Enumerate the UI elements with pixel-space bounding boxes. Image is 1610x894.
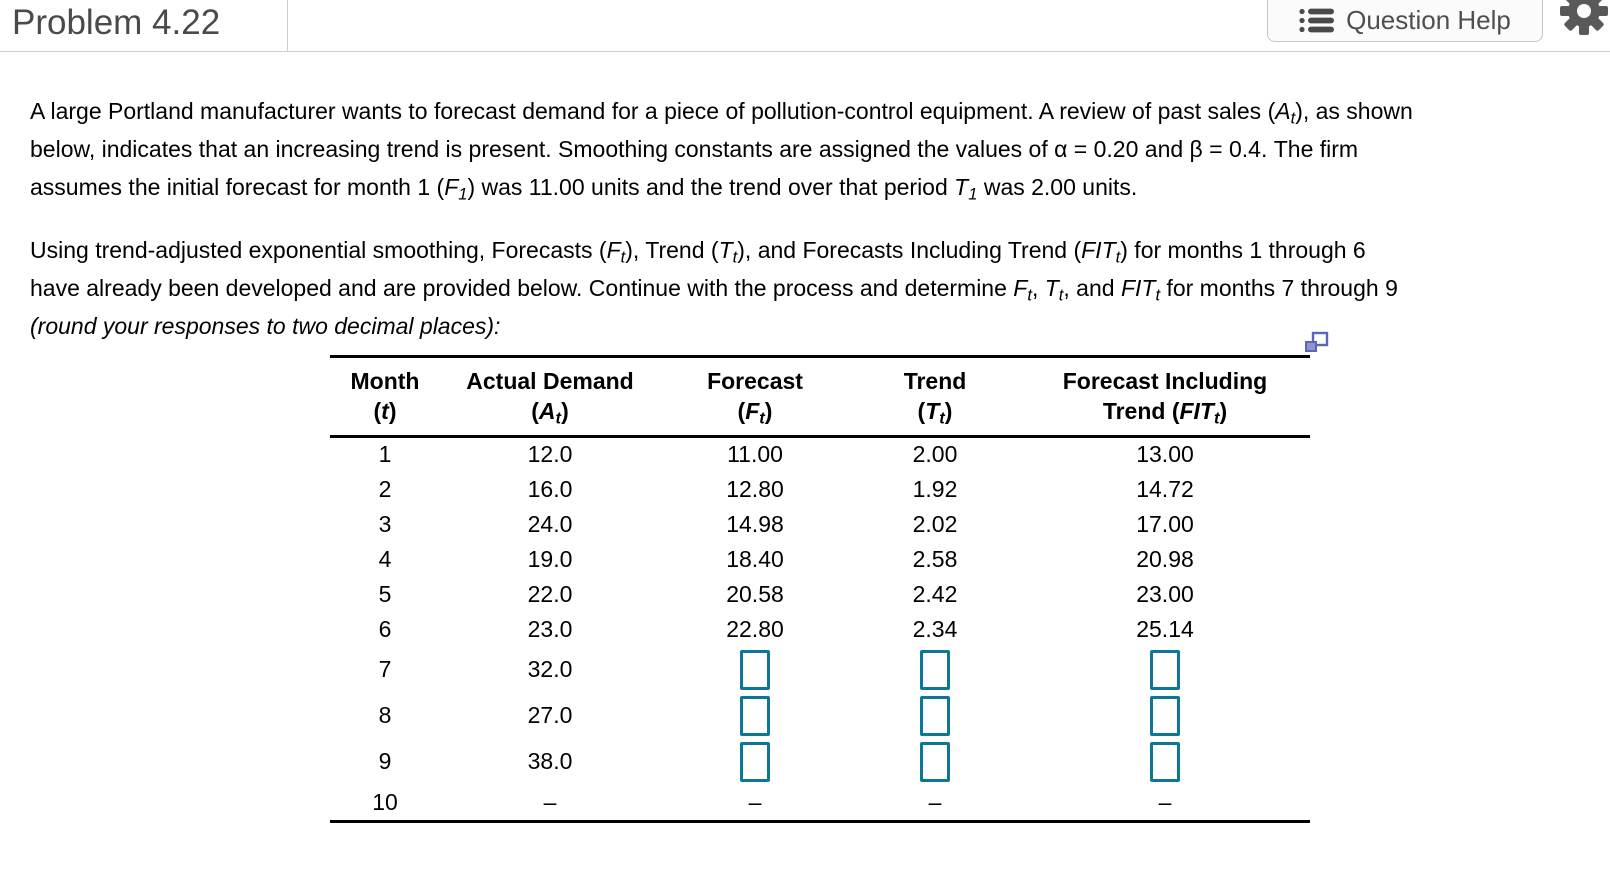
cell-fit: 20.98 [1136,545,1194,572]
cell-demand: 12.0 [527,441,573,468]
gear-icon [1560,0,1608,45]
table-header: Month (t) Actual Demand (At) Forecast (Ft) Tre… [330,356,1310,438]
answer-input-forecast-month-8[interactable] [740,695,770,736]
cell-trend: 2.02 [912,510,958,537]
table-row: 3 24.0 14.98 2.02 17.00 [330,507,1310,542]
answer-input-fit-month-9[interactable] [1150,741,1180,782]
table-body: 1 12.0 11.00 2.00 13.00 2 16.0 12.80 1.92 14.72 3 2… [330,437,1310,822]
title-divider [287,0,288,52]
cell-fit: 14.72 [1136,475,1194,502]
cell-fit: 23.00 [1136,580,1194,607]
cell-fit [1020,647,1310,693]
answer-input-fit-month-8[interactable] [1150,695,1180,736]
cell-fit: 17.00 [1136,510,1194,537]
table-row: 1 12.0 11.00 2.00 13.00 [330,437,1310,472]
table-row: 4 19.0 18.40 2.58 20.98 [330,542,1310,577]
cell-fit [1020,693,1310,739]
column-header: Trend (Tt) [850,356,1020,438]
cell-fit: 25.14 [1136,615,1194,642]
column-header: Forecast (Ft) [660,356,850,438]
settings-button[interactable] [1560,0,1608,45]
cell-demand: 22.0 [527,580,573,607]
cell-trend: 2.42 [912,580,958,607]
cell-demand: 38.0 [527,748,573,774]
cell-forecast: 20.58 [726,580,784,607]
answer-input-trend-month-7[interactable] [920,649,950,690]
cell-fit [1020,739,1310,785]
cell-forecast: 18.40 [726,545,784,572]
forecast-table: Month (t) Actual Demand (At) Forecast (Ft) Tre… [330,355,1310,823]
question-help-label: Question Help [1346,5,1511,35]
cell-month: 10 [372,788,398,815]
cell-forecast: 14.98 [726,510,784,537]
cell-forecast [660,693,850,739]
question-help-button[interactable]: Question Help [1267,0,1543,42]
column-header: Actual Demand (At) [440,356,660,438]
cell-demand: – [543,788,557,815]
cell-demand: 23.0 [527,615,573,642]
cell-forecast: 11.00 [727,441,783,468]
answer-input-trend-month-8[interactable] [920,695,950,736]
top-bar: Problem 4.22 Question Help [0,0,1610,52]
table-row: 7 32.0 [330,647,1310,693]
cell-trend: 2.58 [912,545,958,572]
cell-month: 8 [378,702,392,728]
table-row: 9 38.0 [330,739,1310,785]
cell-trend [850,739,1020,785]
cell-fit: 13.00 [1136,441,1194,468]
answer-input-forecast-month-9[interactable] [740,741,770,782]
cell-trend: – [928,788,942,815]
cell-demand: 32.0 [527,656,573,682]
cell-demand: 27.0 [527,702,573,728]
cell-demand: 24.0 [527,510,573,537]
problem-statement-paragraph: A large Portland manufacturer wants to f… [30,98,1413,204]
cell-forecast [660,739,850,785]
cell-forecast [660,647,850,693]
cell-month: 6 [378,615,392,642]
answer-input-forecast-month-7[interactable] [740,649,770,690]
cell-month: 1 [378,441,392,468]
table-row: 2 16.0 12.80 1.92 14.72 [330,472,1310,507]
cell-trend [850,647,1020,693]
table-row: 6 23.0 22.80 2.34 25.14 [330,612,1310,647]
cell-demand: 16.0 [527,475,573,502]
list-icon [1299,7,1335,34]
cell-forecast: 12.80 [726,475,784,502]
cell-demand: 19.0 [527,545,573,572]
instructions-paragraph: Using trend-adjusted exponential smoothi… [30,237,1398,339]
cell-trend: 1.92 [912,475,958,502]
cell-month: 7 [378,656,392,682]
copy-table-icon[interactable] [1303,330,1331,358]
cell-forecast: 22.80 [726,615,784,642]
cell-month: 2 [378,475,392,502]
cell-fit: – [1158,788,1172,815]
cell-month: 4 [378,545,392,572]
answer-input-fit-month-7[interactable] [1150,649,1180,690]
column-header: Month (t) [330,356,440,438]
table-row: 5 22.0 20.58 2.42 23.00 [330,577,1310,612]
table-row: 10 – – – – [330,785,1310,822]
table-row: 8 27.0 [330,693,1310,739]
cell-trend: 2.34 [912,615,958,642]
cell-month: 5 [378,580,392,607]
cell-trend [850,693,1020,739]
cell-forecast: – [748,788,762,815]
answer-input-trend-month-9[interactable] [920,741,950,782]
cell-month: 3 [378,510,392,537]
page-title: Problem 4.22 [12,3,221,42]
cell-trend: 2.00 [912,441,958,468]
cell-month: 9 [378,748,392,774]
column-header: Forecast Including Trend (FITt) [1020,356,1310,438]
